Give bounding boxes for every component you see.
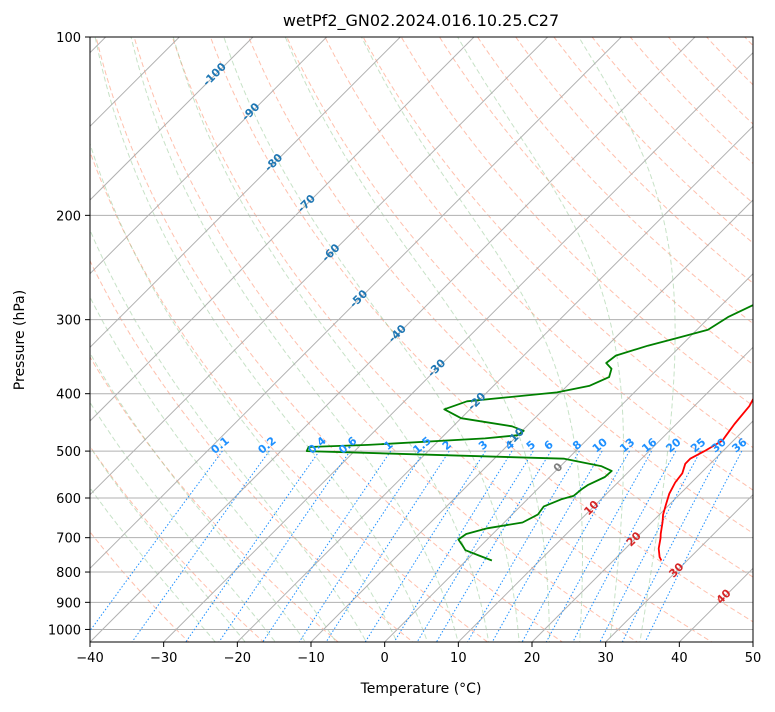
- isotherm-line: [90, 37, 328, 275]
- y-tick-label: 600: [56, 492, 81, 507]
- mixing-ratio-line: [466, 450, 580, 642]
- x-tick-label: 30: [597, 651, 614, 666]
- dry-adiabat-line: [171, 37, 713, 642]
- mixing-ratio-line: [644, 450, 743, 642]
- dry-adiabat-line: [90, 445, 265, 642]
- y-tick-label: 1000: [48, 623, 81, 638]
- moist-adiabats: [90, 37, 676, 642]
- y-tick-label: 300: [56, 314, 81, 329]
- dry-adiabat-line: [90, 150, 489, 642]
- moist-adiabat-line: [90, 487, 216, 642]
- moist-adiabat-line: [90, 401, 276, 642]
- y-axis-label: Pressure (hPa): [12, 290, 28, 390]
- dry-adiabat-line: [400, 37, 753, 407]
- dry-adiabat-line: [324, 37, 753, 491]
- y-tick-label: 900: [56, 596, 81, 611]
- x-tick-label: 10: [450, 651, 467, 666]
- dry-adiabat-line: [90, 259, 414, 642]
- mixing-ratio-line: [521, 450, 630, 642]
- plot-frame: [89, 36, 754, 643]
- x-tick-label: 40: [671, 651, 688, 666]
- mixing-ratio-line: [90, 450, 223, 632]
- mixing-ratio-line: [545, 450, 653, 642]
- dewpoint-profile-line: [305, 304, 753, 562]
- isotherm-line: [90, 37, 475, 422]
- isotherm-line: [457, 346, 753, 642]
- moist-adiabat-line: [90, 142, 398, 642]
- isotherm-line: [90, 37, 254, 201]
- y-axis: 1000 900 800 700 600 500 400 300 200 100: [48, 31, 90, 638]
- isotherms: [90, 37, 753, 642]
- y-tick-label: 100: [56, 31, 81, 46]
- moist-adiabat-line: [94, 37, 429, 642]
- isotherm-line: [90, 37, 549, 496]
- pressure-gridlines: [90, 37, 753, 630]
- x-tick-label: 20: [524, 651, 541, 666]
- x-axis-label: Temperature (°C): [360, 681, 482, 697]
- dry-adiabat-line: [553, 37, 753, 244]
- isotherm-line: [604, 493, 753, 642]
- sounding-profiles: [305, 304, 753, 562]
- moist-adiabat-line: [90, 446, 246, 642]
- dry-adiabat-line: [362, 37, 753, 449]
- y-tick-label: 200: [56, 209, 81, 224]
- mixing-ratio-line: [491, 450, 603, 642]
- dry-adiabat-line: [591, 37, 753, 204]
- mixing-ratio-line: [262, 450, 392, 642]
- isotherm-line: [90, 37, 623, 570]
- x-tick-label: −20: [224, 651, 251, 666]
- moist-adiabat-line: [284, 37, 550, 642]
- dry-adiabat-line: [209, 37, 753, 623]
- dry-adiabat-line: [476, 37, 753, 325]
- dry-adiabat-line: [133, 37, 638, 642]
- x-tick-label: −10: [297, 651, 324, 666]
- x-tick-label: 0: [381, 651, 389, 666]
- y-tick-label: 400: [56, 388, 81, 403]
- x-axis: −40 −30 −20 −10 0 10 20 30 40 50: [76, 642, 761, 666]
- moist-adiabat-line: [360, 37, 583, 642]
- isotherm-line: [383, 272, 753, 642]
- dry-adiabat-line: [95, 37, 564, 642]
- isotherm-line: [310, 199, 753, 642]
- dry-adiabat-line: [90, 356, 339, 642]
- dry-adiabat-line: [90, 531, 190, 642]
- x-tick-label: 50: [745, 651, 762, 666]
- y-tick-label: 800: [56, 566, 81, 581]
- moist-adiabat-line: [172, 37, 490, 642]
- temperature-profile-line: [657, 397, 753, 561]
- moist-adiabat-line: [90, 228, 367, 642]
- dry-adiabat-line: [438, 37, 753, 366]
- dry-adiabats: [90, 37, 753, 642]
- y-tick-label: 700: [56, 532, 81, 547]
- chart-title: wetPf2_GN02.2024.016.10.25.C27: [283, 11, 559, 31]
- isotherm-line: [236, 125, 753, 642]
- mixing-ratio-line: [364, 450, 486, 642]
- dry-adiabat-line: [248, 37, 753, 578]
- isotherm-line: [531, 420, 753, 642]
- moist-adiabat-line: [578, 37, 676, 642]
- isotherm-line: [162, 51, 753, 642]
- isotherm-line: [90, 37, 402, 349]
- x-tick-label: −40: [76, 651, 103, 666]
- moist-adiabat-line: [130, 37, 459, 642]
- y-tick-label: 500: [56, 445, 81, 460]
- mixing-ratio-line: [393, 450, 513, 642]
- mixing-ratio-line: [572, 450, 677, 642]
- mixing-ratio-line: [435, 450, 552, 642]
- isotherm-line: [90, 37, 696, 642]
- moist-adiabat-line: [223, 37, 520, 642]
- mixing-ratio-line: [218, 450, 351, 642]
- x-tick-label: −30: [150, 651, 177, 666]
- moist-adiabat-line: [90, 296, 337, 642]
